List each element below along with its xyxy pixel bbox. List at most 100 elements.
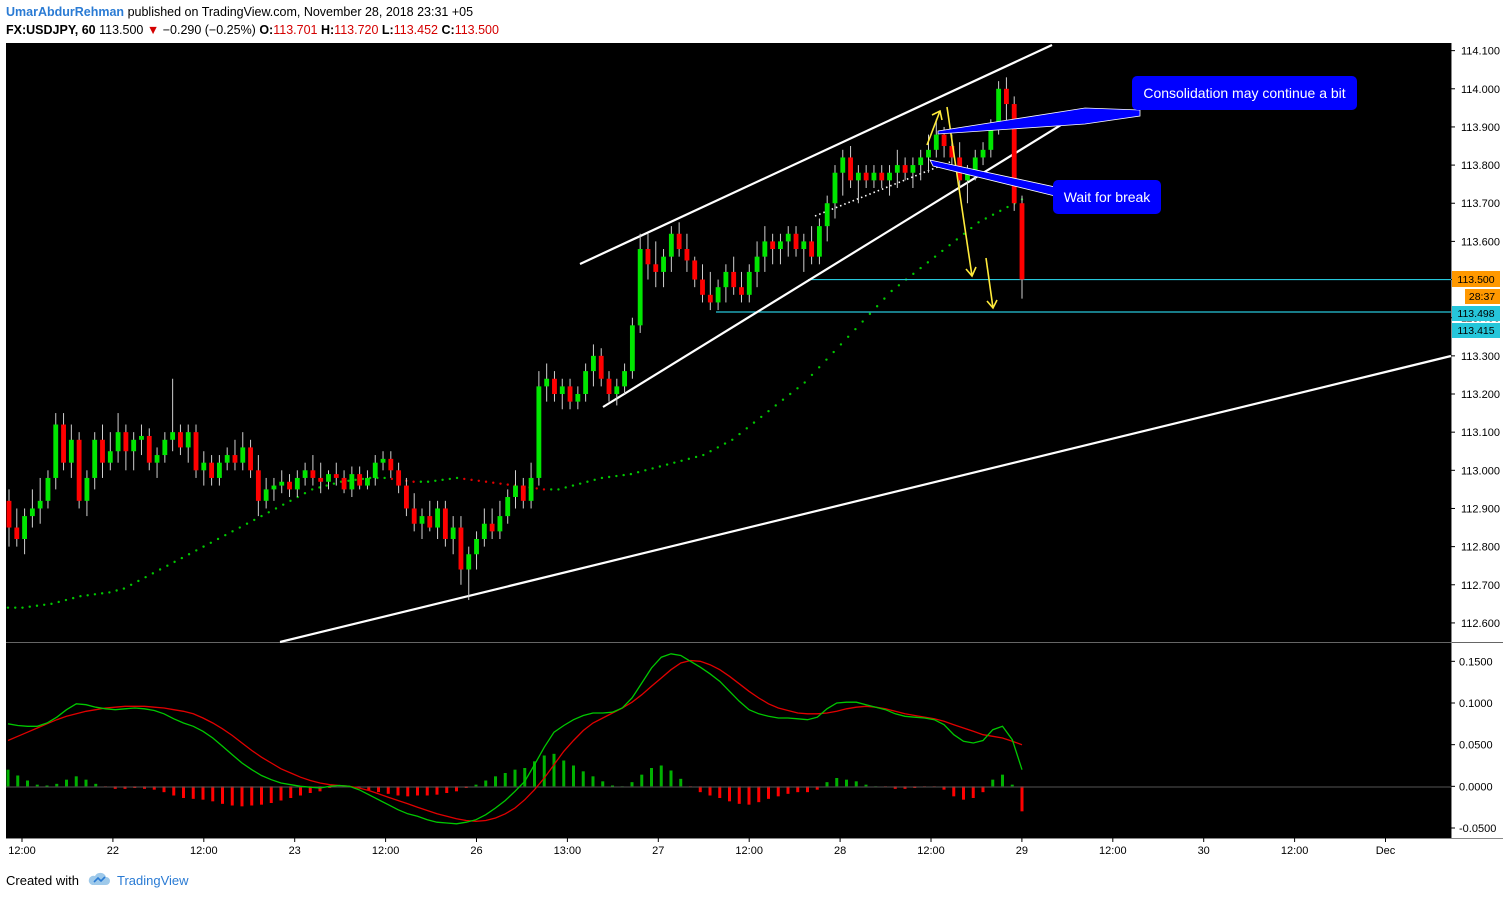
candle (513, 470, 518, 509)
sma-dot (810, 373, 814, 377)
candle-body (926, 149, 931, 158)
price-tick-label: 113.800 (1461, 160, 1500, 172)
sma-dot (50, 602, 53, 606)
sma-dot (412, 480, 415, 483)
macd-histogram-bar (903, 786, 907, 789)
macd-histogram-bar (65, 779, 68, 787)
macd-histogram-bar (55, 783, 59, 787)
callout-box (1053, 180, 1161, 214)
sma-dot (71, 596, 75, 600)
macd-histogram-bar (640, 774, 644, 787)
tradingview-cloud-icon (87, 872, 111, 889)
callout-wait-for-break[interactable]: Wait for break (929, 159, 1161, 214)
candle-body (53, 424, 59, 478)
sma-dot (426, 480, 430, 483)
candle-body (902, 165, 908, 173)
candle-body (178, 432, 183, 448)
candle (739, 271, 744, 303)
tradingview-link[interactable]: TradingView (116, 873, 189, 888)
candle (824, 195, 830, 242)
macd-histogram (6, 753, 1024, 812)
time-tick-label: 12:00 (190, 845, 218, 857)
macd-histogram-bar (16, 775, 20, 787)
candle (255, 455, 261, 517)
close-value: 113.500 (454, 23, 499, 37)
candle-body (333, 474, 339, 478)
macd-pane-background (6, 643, 1451, 838)
sma-dot (752, 421, 756, 424)
macd-histogram-bar (815, 786, 819, 790)
macd-histogram-bar (308, 786, 312, 793)
macd-histogram-bar (1020, 786, 1024, 812)
candle (816, 218, 822, 265)
sma-dot (383, 476, 386, 480)
candle-body (68, 439, 74, 463)
price-axis-background (1451, 43, 1503, 838)
close-label: C: (441, 23, 455, 37)
candle (115, 413, 121, 463)
low-label: L: (381, 23, 394, 37)
publish-line: UmarAbdurRehman published on TradingView… (6, 3, 1501, 21)
callout-consolidation[interactable]: Consolidation may continue a bit (937, 76, 1357, 135)
sma-dot (448, 477, 452, 481)
candle-body (528, 477, 534, 501)
candle (224, 447, 230, 471)
candle (131, 432, 137, 471)
chart-canvas[interactable]: 114.100 114.000 113.900 113.800 113.700 113.6… (0, 40, 1509, 866)
macd-histogram-bar (1001, 774, 1004, 787)
macd-histogram-bar (786, 786, 790, 794)
candle-body (357, 474, 363, 486)
sma-dot (846, 335, 850, 338)
sma-dot (434, 479, 437, 483)
candle-body (824, 203, 830, 227)
candle-body (380, 458, 386, 463)
projection-arrows (926, 106, 998, 310)
candle (333, 462, 339, 486)
macd-tick-label: -0.0500 (1459, 823, 1496, 835)
candle-body (22, 516, 28, 539)
footer: Created with TradingView (6, 872, 189, 889)
macd-histogram-bar (523, 768, 527, 787)
sma-dot (253, 518, 256, 522)
macd-histogram-bar (6, 769, 10, 787)
open-label: O: (259, 23, 274, 37)
candle (1019, 195, 1025, 299)
arrow-up-short-head (931, 109, 943, 121)
macd-histogram-bar (542, 755, 546, 787)
macd-tick-label: 0.0500 (1459, 740, 1493, 752)
candle-body (396, 470, 402, 486)
candle (528, 462, 534, 509)
candle-body (949, 146, 955, 158)
price-tick-label: 113.900 (1461, 122, 1500, 134)
sma-dot (738, 432, 741, 436)
candle-body (552, 378, 557, 395)
candle-body (980, 149, 986, 158)
candle-body (92, 439, 98, 478)
candle (248, 439, 253, 478)
candle-body (497, 516, 503, 532)
candle (365, 470, 370, 490)
sma-dot (977, 221, 980, 224)
candle-body (37, 500, 43, 509)
candle-body (520, 485, 526, 501)
sma-dot (564, 486, 567, 489)
macd-histogram-bar (981, 786, 985, 793)
candle-body (279, 481, 285, 486)
candle (801, 233, 807, 272)
time-tick-label: 12:00 (917, 845, 945, 857)
price-tick-label: 113.600 (1461, 236, 1500, 248)
sma-dot (274, 507, 278, 510)
sma-dot (260, 514, 263, 518)
candle-body (489, 523, 495, 532)
macd-histogram-bar (767, 786, 770, 799)
candle (29, 489, 35, 528)
candle (918, 149, 924, 181)
candle (403, 477, 409, 517)
candle-body (793, 233, 799, 250)
sma-dot (716, 446, 719, 449)
author-link[interactable]: UmarAbdurRehman (6, 5, 125, 19)
candle-body (863, 172, 869, 181)
candle (536, 371, 542, 486)
candle-body (146, 435, 152, 463)
candle (575, 386, 581, 410)
